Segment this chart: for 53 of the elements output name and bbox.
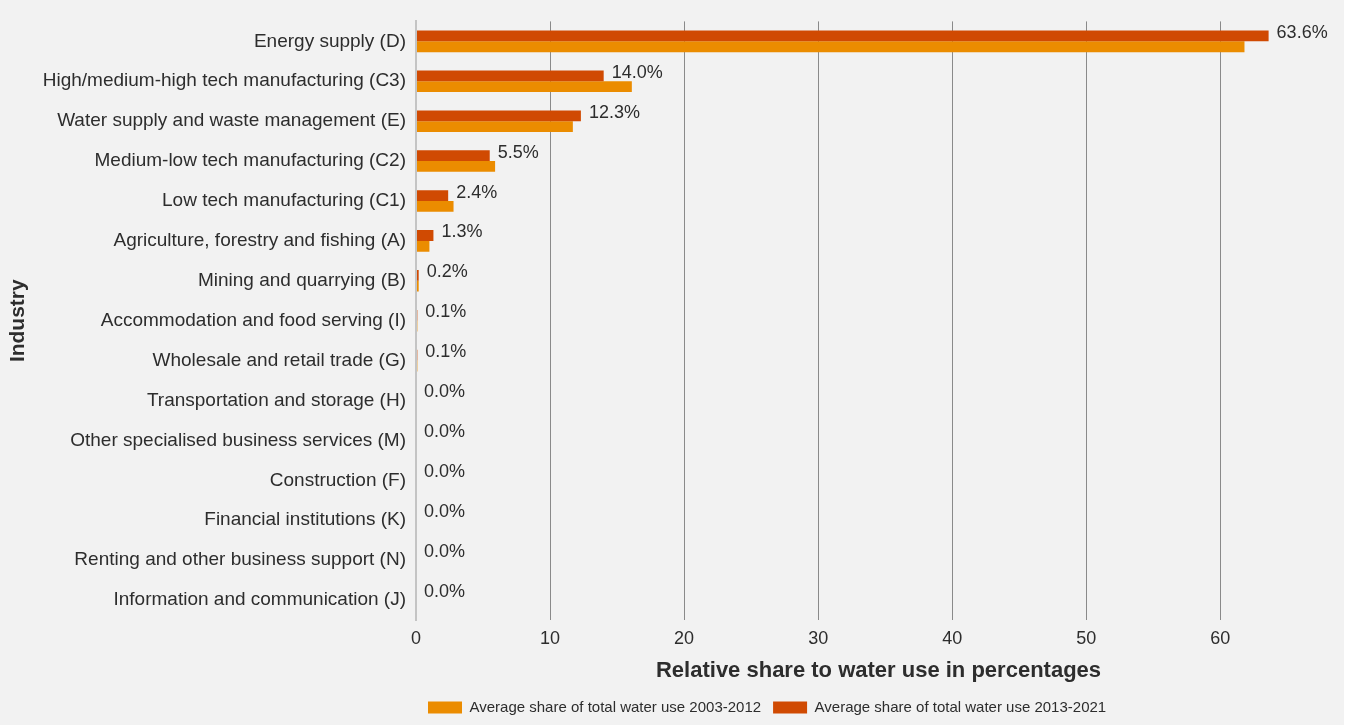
bar — [417, 161, 496, 172]
data-label: 1.3% — [441, 221, 483, 242]
bar — [417, 230, 434, 241]
x-tick-label: 10 — [540, 627, 561, 648]
y-tick-label: Energy supply (D) — [253, 29, 406, 51]
bar — [417, 70, 604, 82]
data-label: 0.1% — [425, 341, 467, 362]
bar — [417, 240, 430, 252]
legend-label: Average share of total water use 2013-2021 — [814, 697, 1107, 715]
data-label: 0.0% — [424, 381, 466, 402]
data-label: 2.4% — [456, 181, 498, 202]
x-tick-label: 20 — [674, 627, 695, 648]
y-tick-label: Low tech manufacturing (C1) — [162, 189, 406, 211]
bar — [417, 150, 490, 162]
data-label: 63.6% — [1276, 21, 1328, 42]
data-label: 5.5% — [497, 141, 539, 162]
data-label: 0.0% — [424, 540, 466, 561]
bar — [417, 30, 1269, 42]
data-label: 0.0% — [424, 421, 466, 441]
bar — [417, 81, 632, 93]
x-tick-label: 40 — [942, 627, 963, 648]
data-label: 0.0% — [424, 580, 466, 601]
y-tick-label: Renting and other business support (N) — [74, 548, 406, 570]
data-label: 12.3% — [588, 101, 640, 122]
y-tick-label: High/medium-high tech manufacturing (C3) — [42, 69, 406, 91]
y-tick-label: Information and communication (J) — [113, 588, 406, 610]
y-tick-label: Construction (F) — [269, 468, 406, 490]
bar — [417, 121, 573, 132]
bar — [417, 200, 454, 212]
y-tick-label: Accommodation and food serving (I) — [100, 308, 406, 330]
bar — [417, 41, 1245, 53]
data-label: 0.1% — [425, 301, 467, 322]
x-axis-title: Relative share to water use in percentages — [655, 656, 1102, 682]
y-tick-label: Financial institutions (K) — [204, 508, 406, 530]
bar — [417, 110, 581, 122]
data-label: 0.0% — [424, 460, 466, 481]
y-tick-label: Water supply and waste management (E) — [57, 109, 406, 131]
data-label: 14.0% — [611, 61, 663, 82]
x-tick-label: 50 — [1076, 627, 1097, 648]
y-axis-title: Industry — [5, 278, 29, 363]
x-tick-label: 0 — [410, 627, 422, 648]
data-label: 0.0% — [424, 500, 466, 521]
legend-label: Average share of total water use 2003-2012 — [469, 697, 762, 715]
y-tick-label: Other specialised business services (M) — [70, 428, 406, 450]
bar — [417, 190, 449, 201]
y-tick-label: Agriculture, forestry and fishing (A) — [113, 229, 406, 251]
y-tick-label: Wholesale and retail trade (G) — [152, 348, 406, 370]
x-tick-label: 30 — [808, 627, 829, 648]
x-tick-label: 60 — [1210, 627, 1231, 648]
data-label: 0.2% — [426, 261, 468, 282]
y-tick-label: Transportation and storage (H) — [146, 388, 406, 410]
y-tick-label: Mining and quarrying (B) — [197, 269, 406, 291]
y-tick-label: Medium-low tech manufacturing (C2) — [94, 149, 406, 171]
